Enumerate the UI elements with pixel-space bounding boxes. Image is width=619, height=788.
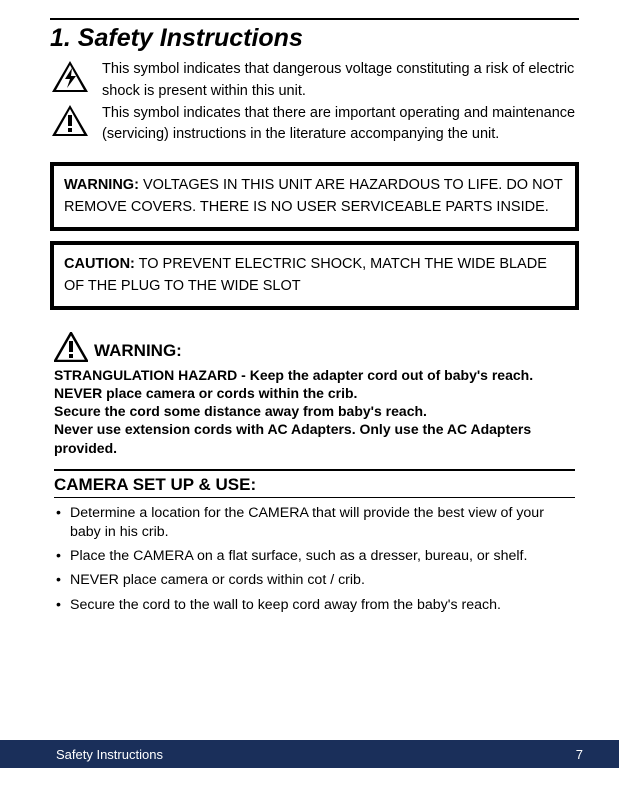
- symbol-row-voltage: This symbol indicates that dangerous vol…: [50, 59, 579, 103]
- warning-box: WARNING: VOLTAGES IN THIS UNIT ARE HAZAR…: [50, 162, 579, 231]
- page-footer: Safety Instructions 7: [0, 740, 619, 768]
- section-rule-thin: [54, 497, 575, 498]
- footer-page-number: 7: [576, 747, 583, 762]
- caution-label: CAUTION:: [64, 256, 135, 272]
- strang-line-0: STRANGULATION HAZARD - Keep the adapter …: [54, 366, 575, 384]
- bullet-item: Place the CAMERA on a flat surface, such…: [56, 547, 575, 566]
- setup-title: CAMERA SET UP & USE:: [54, 475, 575, 495]
- warning-text: VOLTAGES IN THIS UNIT ARE HAZARDOUS TO L…: [64, 177, 562, 215]
- symbol-text-voltage: This symbol indicates that dangerous vol…: [102, 59, 579, 103]
- page-title: 1. Safety Instructions: [50, 24, 579, 53]
- bullet-item: NEVER place camera or cords within cot /…: [56, 571, 575, 590]
- bullet-item: Determine a location for the CAMERA that…: [56, 504, 575, 542]
- strangulation-title: WARNING:: [94, 341, 182, 362]
- bullet-item: Secure the cord to the wall to keep cord…: [56, 596, 575, 615]
- caution-text: TO PREVENT ELECTRIC SHOCK, MATCH THE WID…: [64, 256, 547, 294]
- strang-line-3: Never use extension cords with AC Adapte…: [54, 420, 575, 456]
- caution-box: CAUTION: TO PREVENT ELECTRIC SHOCK, MATC…: [50, 241, 579, 310]
- symbol-text-caution: This symbol indicates that there are imp…: [102, 103, 579, 147]
- strangulation-header: WARNING:: [54, 332, 575, 362]
- top-rule: [50, 18, 579, 20]
- exclamation-triangle-icon: [54, 332, 88, 362]
- setup-bullets: Determine a location for the CAMERA that…: [54, 504, 575, 615]
- exclamation-triangle-icon: [50, 103, 90, 139]
- strangulation-body: STRANGULATION HAZARD - Keep the adapter …: [54, 366, 575, 457]
- strang-line-1: NEVER place camera or cords within the c…: [54, 384, 575, 402]
- strang-line-2: Secure the cord some distance away from …: [54, 402, 575, 420]
- warning-label: WARNING:: [64, 177, 139, 193]
- lightning-triangle-icon: [50, 59, 90, 95]
- symbol-row-caution: This symbol indicates that there are imp…: [50, 103, 579, 147]
- footer-left: Safety Instructions: [56, 747, 163, 762]
- section-rule: [54, 469, 575, 471]
- strangulation-section: WARNING: STRANGULATION HAZARD - Keep the…: [50, 332, 579, 615]
